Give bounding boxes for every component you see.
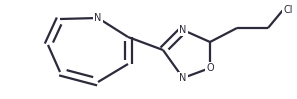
Text: N: N [94,13,102,23]
Text: N: N [179,73,187,83]
Text: Cl: Cl [283,5,293,15]
Text: O: O [206,63,214,73]
Text: N: N [179,25,187,35]
